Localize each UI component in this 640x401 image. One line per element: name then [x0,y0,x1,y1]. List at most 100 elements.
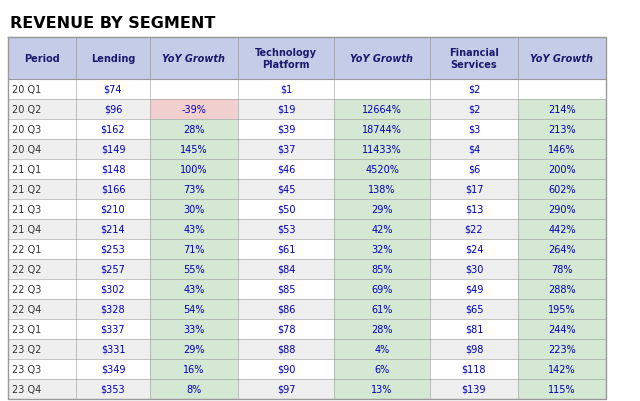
Bar [8,38,606,80]
Text: $2: $2 [468,85,480,95]
Text: 145%: 145% [180,145,208,155]
Bar [518,160,606,180]
Text: $331: $331 [100,344,125,354]
Bar [334,379,430,399]
Text: Financial
Services: Financial Services [449,48,499,70]
Text: 61%: 61% [371,304,393,314]
Bar [518,219,606,239]
Text: $257: $257 [100,264,125,274]
Text: 142%: 142% [548,364,576,374]
Text: $85: $85 [276,284,295,294]
Text: YoY Growth: YoY Growth [351,54,413,64]
Text: 6%: 6% [374,364,390,374]
Text: $65: $65 [465,304,483,314]
Text: $96: $96 [104,105,122,115]
Text: $22: $22 [465,225,483,235]
Bar [150,299,238,319]
Text: 29%: 29% [183,344,205,354]
Text: $149: $149 [100,145,125,155]
Bar [8,279,606,299]
Text: $97: $97 [276,384,295,394]
Bar [518,239,606,259]
Text: 602%: 602% [548,184,576,194]
Text: 11433%: 11433% [362,145,402,155]
Text: $337: $337 [100,324,125,334]
Bar [150,120,238,140]
Text: 16%: 16% [183,364,205,374]
Bar [518,120,606,140]
Text: 22 Q4: 22 Q4 [12,304,42,314]
Text: 54%: 54% [183,304,205,314]
Text: 100%: 100% [180,164,208,174]
Text: 4%: 4% [374,344,390,354]
Text: 20 Q1: 20 Q1 [12,85,41,95]
Text: $78: $78 [276,324,295,334]
Text: 264%: 264% [548,244,576,254]
Text: 20 Q2: 20 Q2 [12,105,42,115]
Text: 28%: 28% [183,125,205,135]
Text: 33%: 33% [183,324,205,334]
Text: $6: $6 [468,164,480,174]
Text: $17: $17 [465,184,483,194]
Text: $166: $166 [100,184,125,194]
Text: 20 Q4: 20 Q4 [12,145,41,155]
Bar [334,359,430,379]
Text: $30: $30 [465,264,483,274]
Bar [8,299,606,319]
Text: 20 Q3: 20 Q3 [12,125,41,135]
Bar [150,279,238,299]
Text: 223%: 223% [548,344,576,354]
Text: 21 Q2: 21 Q2 [12,184,42,194]
Bar [334,299,430,319]
Bar [334,200,430,219]
Text: $90: $90 [277,364,295,374]
Bar [150,80,238,100]
Text: $210: $210 [100,205,125,215]
Bar [518,299,606,319]
Text: $88: $88 [277,344,295,354]
Bar [8,319,606,339]
Bar [518,379,606,399]
Text: $214: $214 [100,225,125,235]
Text: 78%: 78% [551,264,573,274]
Bar [8,80,606,100]
Bar [8,100,606,120]
Text: 23 Q2: 23 Q2 [12,344,42,354]
Bar [334,160,430,180]
Bar [518,140,606,160]
Text: $39: $39 [277,125,295,135]
Text: 244%: 244% [548,324,576,334]
Text: 29%: 29% [371,205,393,215]
Bar [334,100,430,120]
Text: $84: $84 [277,264,295,274]
Bar [8,379,606,399]
Text: YoY Growth: YoY Growth [163,54,225,64]
Text: 22 Q3: 22 Q3 [12,284,42,294]
Text: Period: Period [24,54,60,64]
Bar [8,160,606,180]
Text: $45: $45 [276,184,295,194]
Bar [518,100,606,120]
Bar [334,259,430,279]
Text: 85%: 85% [371,264,393,274]
Text: 214%: 214% [548,105,576,115]
Text: $24: $24 [465,244,483,254]
Text: 71%: 71% [183,244,205,254]
Bar [334,140,430,160]
Text: $98: $98 [465,344,483,354]
Text: $86: $86 [277,304,295,314]
Text: 43%: 43% [183,225,205,235]
Text: 43%: 43% [183,284,205,294]
Text: 42%: 42% [371,225,393,235]
Text: 23 Q1: 23 Q1 [12,324,41,334]
Bar [8,140,606,160]
Text: $1: $1 [280,85,292,95]
Text: 213%: 213% [548,125,576,135]
Bar [8,259,606,279]
Bar [334,80,430,100]
Bar [150,359,238,379]
Bar [150,259,238,279]
Text: 28%: 28% [371,324,393,334]
Bar [8,200,606,219]
Bar [334,180,430,200]
